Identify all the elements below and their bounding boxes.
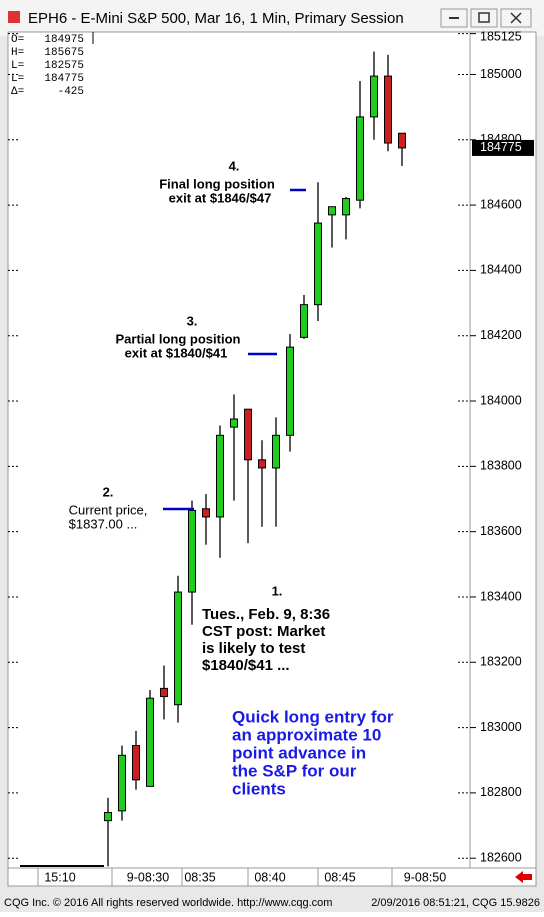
candle-body — [216, 434, 224, 518]
candle-body — [202, 508, 210, 518]
y-tick-label: 183000 — [480, 720, 522, 734]
y-tick-label: 182800 — [480, 785, 522, 799]
scroll-arrow[interactable] — [515, 871, 532, 883]
candle-body — [342, 198, 350, 216]
header-label: L= — [11, 60, 24, 72]
y-tick-label: 183200 — [480, 655, 522, 669]
x-tick-label: 9-08:30 — [127, 870, 169, 884]
header-value: 184975 — [44, 34, 84, 46]
annotation-text: exit at $1840/$41 — [125, 345, 228, 360]
candle-body — [174, 591, 182, 706]
callout-text: the S&P for our — [232, 761, 357, 780]
callout-text: an approximate 10 — [232, 725, 381, 744]
x-tick-label: 08:45 — [324, 870, 355, 884]
candle-body — [300, 304, 308, 338]
annotation-text: $1837.00 ... — [69, 516, 138, 531]
candle-body — [272, 434, 280, 469]
candle-body — [160, 687, 168, 698]
annotation-text: Final long position — [159, 176, 275, 191]
candle-body — [146, 697, 154, 787]
x-tick-label: 08:40 — [254, 870, 285, 884]
header-label: L= — [11, 73, 24, 85]
header-value: -425 — [58, 86, 84, 98]
y-tick-label: 182600 — [480, 851, 522, 865]
header-label: H= — [11, 47, 24, 59]
time-axis — [7, 867, 537, 887]
annotation-text: Current price, — [69, 502, 148, 517]
annotation-text: CST post: Market — [202, 623, 325, 640]
last-price-box — [472, 139, 534, 156]
header-value: 185675 — [44, 47, 84, 59]
candle-body — [258, 459, 266, 469]
candle-body — [132, 745, 140, 781]
y-tick-label: 184400 — [480, 263, 522, 277]
candle-body — [244, 408, 252, 461]
annotation-text: Partial long position — [116, 331, 241, 346]
callout-text: point advance in — [232, 743, 366, 762]
annotation-text: Tues., Feb. 9, 8:36 — [202, 606, 330, 623]
y-tick-label: 184600 — [480, 197, 522, 211]
candle-body — [188, 509, 196, 593]
annotation-text: is likely to test — [202, 640, 305, 657]
annotation-text: exit at $1846/$47 — [169, 190, 272, 205]
y-tick-label: 185125 — [480, 29, 522, 43]
candle-body — [104, 811, 112, 822]
callout-text: clients — [232, 779, 286, 798]
y-tick-label: 183800 — [480, 459, 522, 473]
maximize-button[interactable] — [470, 8, 498, 28]
header-value: 184775 — [44, 73, 84, 85]
last-price-label: 184775 — [480, 140, 522, 154]
plot-area — [7, 31, 471, 869]
close-glyph — [510, 12, 522, 24]
y-tick-label: 185000 — [480, 67, 522, 81]
maximize-glyph — [478, 12, 490, 23]
callout-text: Quick long entry for — [232, 707, 394, 726]
y-tick-label: 184200 — [480, 328, 522, 342]
candle-body — [328, 206, 336, 216]
annotation-number: 2. — [103, 484, 114, 499]
annotation-text: $1840/$41 ... — [202, 657, 290, 674]
y-tick-label: 183600 — [480, 524, 522, 538]
y-tick-label: 184000 — [480, 393, 522, 407]
x-tick-label: 08:35 — [184, 870, 215, 884]
candle-body — [314, 222, 322, 306]
candle-body — [370, 75, 378, 118]
candle-body — [118, 754, 126, 812]
candle-body — [356, 116, 364, 201]
header-value: 182575 — [44, 60, 84, 72]
footer-copyright: CQG Inc. © 2016 All rights reserved worl… — [4, 897, 332, 909]
x-tick-label: 9-08:50 — [404, 870, 446, 884]
annotation-number: 3. — [187, 313, 198, 328]
annotation-number: 1. — [272, 583, 283, 598]
header-label: O= — [11, 34, 24, 46]
footer-timestamp: 2/09/2016 08:51:21, CQG 15.9826 — [371, 897, 540, 909]
annotation-number: 4. — [229, 158, 240, 173]
y-tick-label: 183400 — [480, 589, 522, 603]
candle-body — [398, 132, 406, 149]
candle-body — [384, 75, 392, 144]
header-label: Δ= — [11, 86, 24, 98]
price-axis — [469, 31, 537, 869]
candle-body — [230, 418, 238, 428]
candle-body — [286, 346, 294, 436]
x-tick-label: 15:10 — [44, 870, 75, 884]
app-icon — [8, 11, 20, 23]
window-title: EPH6 - E-Mini S&P 500, Mar 16, 1 Min, Pr… — [28, 10, 404, 27]
